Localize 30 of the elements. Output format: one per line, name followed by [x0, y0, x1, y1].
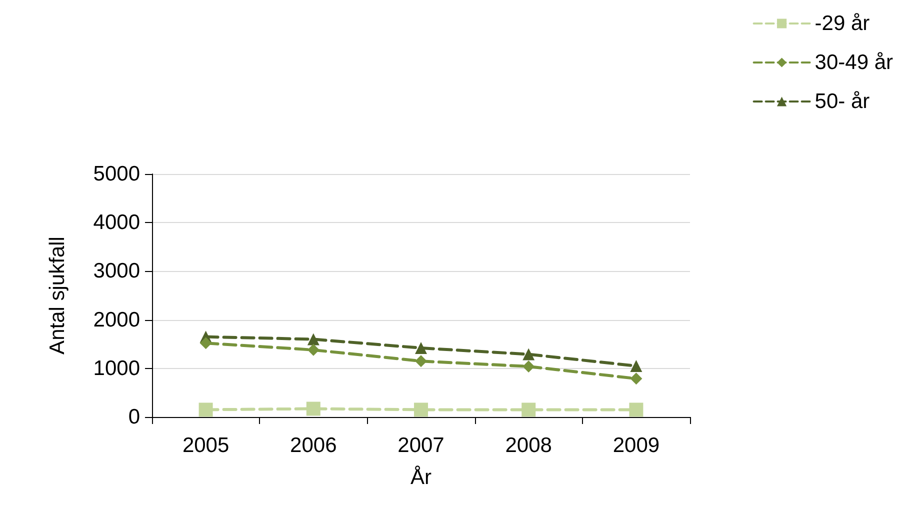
point — [629, 402, 644, 417]
y-tick-label: 4000 — [93, 211, 140, 234]
legend-label: 50- år — [814, 90, 870, 113]
x-tick-label: 2008 — [505, 434, 552, 457]
point — [630, 372, 642, 385]
point — [522, 402, 536, 417]
point — [307, 344, 320, 356]
point — [522, 360, 535, 372]
y-axis-title: Antal sjukfall — [46, 236, 69, 354]
legend-label: 30-49 år — [814, 51, 894, 74]
point — [630, 360, 642, 372]
x-tick-label: 2006 — [290, 434, 337, 457]
legend-label: -29 år — [814, 12, 870, 35]
y-tick-label: 0 — [128, 406, 140, 428]
y-tick-label: 5000 — [93, 162, 140, 186]
y-tick-label: 2000 — [93, 308, 140, 332]
x-tick-label: 2007 — [398, 434, 444, 457]
point — [307, 333, 320, 346]
x-tick-label: 2005 — [182, 434, 230, 457]
point — [414, 402, 428, 417]
point — [415, 342, 427, 354]
point — [415, 355, 427, 368]
point — [306, 402, 320, 416]
point — [198, 402, 213, 417]
y-tick-label: 3000 — [93, 260, 140, 283]
point — [200, 337, 212, 350]
x-tick-label: 2009 — [612, 434, 660, 457]
point — [522, 348, 535, 360]
x-axis-title: År — [410, 465, 432, 489]
y-tick-label: 1000 — [93, 356, 140, 380]
